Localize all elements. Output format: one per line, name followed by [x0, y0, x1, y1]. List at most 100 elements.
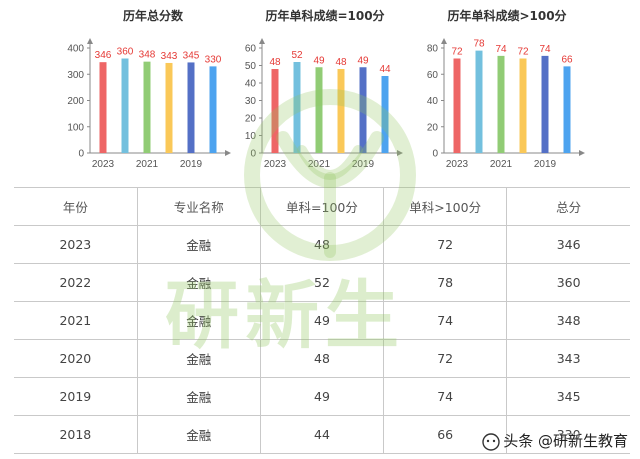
- data-label: 345: [183, 50, 200, 61]
- cell-single-eq-100: 49: [259, 377, 384, 416]
- y-tick-label: 10: [245, 131, 257, 142]
- cell-year: 2021: [14, 301, 138, 340]
- bar: [519, 58, 527, 153]
- data-label: 343: [161, 51, 178, 62]
- chart-svg: 0 10 20 30 40 50 60 48 52 49 48 49 44 2023 2021 2019: [245, 38, 403, 170]
- x-tick-label: 2021: [136, 159, 159, 170]
- chart-total-score: 历年总分数 0 100 200 300 400 346 360 348 343 345 330 202…: [58, 0, 248, 180]
- x-tick-label: 2019: [534, 159, 557, 170]
- chart-svg: 0 20 40 60 80 72 78 74 72 74 66 2023 2021 2019: [427, 38, 585, 170]
- y-tick-label: 0: [78, 149, 84, 160]
- cell-total: 345: [506, 377, 630, 416]
- bar: [271, 69, 279, 153]
- data-label: 49: [313, 55, 325, 66]
- data-label: 74: [495, 44, 507, 55]
- cell-single-eq-100: 49: [259, 301, 384, 340]
- y-tick-label: 30: [245, 96, 257, 107]
- header-single-eq-100: 单科=100分: [259, 187, 384, 226]
- y-tick-label: 300: [67, 70, 84, 81]
- y-tick-label: 20: [245, 114, 257, 125]
- cell-total: 346: [506, 225, 630, 264]
- x-tick-label: 2021: [490, 159, 513, 170]
- x-axis-arrow: [579, 150, 585, 156]
- cell-total: 330: [506, 415, 630, 454]
- table-row: 2018 金融 44 66 330: [14, 415, 630, 454]
- y-tick-label: 200: [67, 96, 84, 107]
- table-row: 2020 金融 48 72 343: [14, 339, 630, 378]
- cell-year: 2018: [14, 415, 138, 454]
- cell-year: 2022: [14, 263, 138, 302]
- y-tick-label: 50: [245, 61, 257, 72]
- x-axis-arrow: [225, 150, 231, 156]
- chart-svg: 0 100 200 300 400 346 360 348 343 345 330 2023 2021 2…: [67, 38, 231, 170]
- cell-single-gt-100: 78: [383, 263, 507, 302]
- bar: [209, 66, 217, 153]
- cell-year: 2023: [14, 225, 138, 264]
- bar: [381, 76, 389, 153]
- bar: [187, 62, 195, 153]
- bar: [359, 67, 367, 153]
- score-table: 年份 专业名称 单科=100分 单科>100分 总分 2023 金融 48 72…: [14, 187, 630, 454]
- data-label: 72: [451, 47, 463, 58]
- y-tick-label: 0: [250, 149, 256, 160]
- cell-major: 金融: [136, 415, 261, 454]
- cell-single-eq-100: 48: [259, 339, 384, 378]
- y-tick-label: 100: [67, 122, 84, 133]
- bar: [475, 50, 483, 153]
- y-tick-label: 60: [245, 44, 257, 55]
- cell-total: 348: [506, 301, 630, 340]
- cell-major: 金融: [136, 225, 261, 264]
- cell-single-eq-100: 44: [259, 415, 384, 454]
- header-year: 年份: [14, 187, 138, 226]
- y-axis-arrow: [259, 38, 265, 44]
- cell-total: 343: [506, 339, 630, 378]
- source-text: 头条 @研新生教育: [503, 432, 628, 450]
- bar: [143, 61, 151, 153]
- table-row: 2023 金融 48 72 346: [14, 225, 630, 264]
- y-axis-arrow: [87, 38, 93, 44]
- data-label: 48: [335, 57, 347, 68]
- bar: [563, 66, 571, 153]
- data-label: 44: [379, 64, 391, 75]
- chart-single-subject-eq-100: 历年单科成绩=100分 0 10 20 30 40 50 60 48 52 49 48 49 44 202…: [230, 0, 420, 180]
- data-label: 49: [357, 55, 369, 66]
- x-tick-label: 2023: [446, 159, 469, 170]
- chart-single-subject-gt-100: 历年单科成绩>100分 0 20 40 60 80 72 78 74 72 74 66 2023 202…: [412, 0, 602, 180]
- bar: [453, 58, 461, 153]
- chart-title: 历年单科成绩=100分: [265, 9, 385, 23]
- chart-title: 历年总分数: [122, 9, 183, 23]
- header-single-gt-100: 单科>100分: [383, 187, 507, 226]
- data-label: 74: [539, 44, 551, 55]
- y-axis-arrow: [441, 38, 447, 44]
- bar: [315, 67, 323, 153]
- y-tick-label: 40: [427, 96, 439, 107]
- cell-year: 2020: [14, 339, 138, 378]
- cell-major: 金融: [136, 301, 261, 340]
- data-label: 348: [139, 50, 156, 61]
- table-row: 2021 金融 49 74 348: [14, 301, 630, 340]
- cell-year: 2019: [14, 377, 138, 416]
- bar: [337, 69, 345, 153]
- cell-major: 金融: [136, 339, 261, 378]
- y-tick-label: 60: [427, 70, 439, 81]
- bar: [541, 55, 549, 153]
- x-tick-label: 2019: [352, 159, 375, 170]
- y-tick-label: 80: [427, 44, 439, 55]
- table-row: 2022 金融 52 78 360: [14, 263, 630, 302]
- bar: [121, 58, 129, 153]
- cell-major: 金融: [136, 377, 261, 416]
- cell-single-gt-100: 74: [383, 301, 507, 340]
- data-label: 330: [205, 54, 222, 65]
- x-tick-label: 2019: [180, 159, 203, 170]
- cell-single-gt-100: 72: [383, 225, 507, 264]
- data-label: 72: [517, 47, 529, 58]
- x-tick-label: 2023: [264, 159, 287, 170]
- bar: [165, 62, 173, 153]
- score-table-wrapper: 年份 专业名称 单科=100分 单科>100分 总分 2023 金融 48 72…: [14, 187, 630, 454]
- y-tick-label: 20: [427, 122, 439, 133]
- cell-single-gt-100: 74: [383, 377, 507, 416]
- bar: [497, 55, 505, 153]
- x-tick-label: 2021: [308, 159, 331, 170]
- y-tick-label: 0: [432, 149, 438, 160]
- data-label: 48: [269, 57, 281, 68]
